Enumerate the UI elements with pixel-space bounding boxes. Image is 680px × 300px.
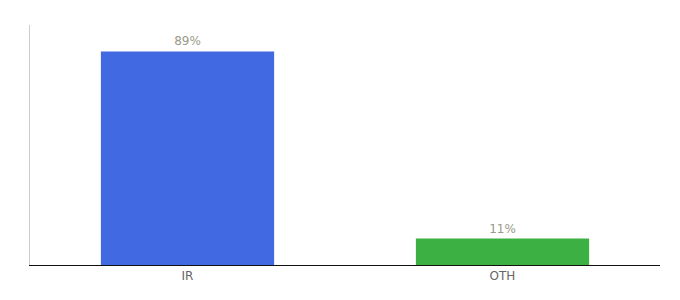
svg-text:89%: 89% xyxy=(174,34,201,48)
svg-text:11%: 11% xyxy=(489,222,516,236)
svg-text:OTH: OTH xyxy=(490,269,516,283)
svg-text:IR: IR xyxy=(182,269,194,283)
